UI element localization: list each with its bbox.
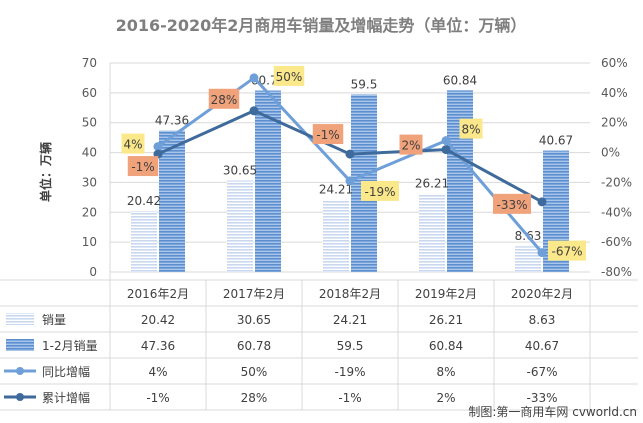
bar-sales [419,193,445,272]
marker-yoy [345,176,355,186]
line-yoy-label-box [121,133,145,154]
legend-key-sales [6,313,34,325]
line-cumulative-growth-label: -1% [131,160,154,174]
bar-cumulative-sales-label: 60.84 [443,73,477,87]
table-cell: -19% [334,365,365,379]
legend-key-cumulative-growth-marker [16,393,24,401]
bar-cumulative-sales-label: 40.67 [539,134,573,148]
bar-cumulative-sales-label: 47.36 [155,114,189,128]
y2-tick-label: 20% [601,116,628,130]
legend-key-cumulative-sales [6,339,34,351]
line-cumulative-growth-label: 2% [401,139,420,153]
line-yoy-label: -19% [364,185,395,199]
table-cell: 28% [241,391,268,405]
line-yoy-label-box [361,180,399,201]
x-tick-label: 2019年2月 [415,287,477,301]
table-cell: -1% [146,391,169,405]
line-cumulative-growth-label: -1% [316,128,339,142]
bar-cumulative-sales [159,130,185,272]
table-cell: 60.84 [429,339,463,353]
line-yoy-label: 8% [461,123,480,137]
y-tick-label: 20 [82,205,97,219]
y-tick-label: 40 [82,146,97,160]
line-yoy-label: 4% [123,138,142,152]
table-cell: 4% [148,365,167,379]
table-cell: 26.21 [429,313,463,327]
legend-name: 销量 [42,313,66,327]
y-tick-label: 30 [82,175,97,189]
bar-cumulative-sales [447,90,473,272]
bar-sales [515,246,541,272]
line-cumulative-growth-label-box [493,193,531,214]
bar-sales-label: 24.21 [319,183,353,197]
line-yoy-label: 50% [276,70,303,84]
line-cumulative-growth-label-box [127,156,159,177]
chart-title: 2016-2020年2月商用车销量及增幅走势（单位：万辆） [116,16,527,35]
y-tick-label: 50 [82,116,97,130]
bar-sales-label: 30.65 [223,163,257,177]
line-cumulative-growth-label: -33% [496,198,527,212]
y-tick-label: 70 [82,56,97,70]
y2-tick-label: -80% [601,265,632,279]
y-tick-label: 60 [82,86,97,100]
marker-yoy [153,142,163,152]
line-yoy-label-box [273,65,305,86]
line-cumulative-growth-label-box [208,88,240,109]
marker-yoy [249,73,259,83]
y-tick-label: 10 [82,235,97,249]
bar-sales [131,211,157,272]
table-cell: -33% [526,391,557,405]
y2-tick-label: -60% [601,235,632,249]
line-yoy-label: -67% [551,245,582,259]
marker-cumulative-growth [345,149,355,159]
y-tick-label: 0 [89,265,97,279]
bar-sales [227,180,253,272]
y2-tick-label: 60% [601,56,628,70]
table-cell: 20.42 [141,313,175,327]
marker-cumulative-growth [537,197,547,207]
table-cell: 47.36 [141,339,175,353]
bar-sales-label: 20.42 [127,194,161,208]
y2-tick-label: -20% [601,175,632,189]
legend-name: 1-2月销量 [42,339,98,353]
marker-cumulative-growth [441,145,451,155]
x-tick-label: 2018年2月 [319,287,381,301]
bar-sales-label: 26.21 [415,177,449,191]
marker-yoy [441,136,451,146]
y2-tick-label: -40% [601,205,632,219]
y-axis-label: 单位：万辆 [38,142,53,202]
table-cell: 60.78 [237,339,271,353]
table-cell: -1% [338,391,361,405]
legend-key-yoy-marker [16,367,24,375]
table-cell: 2% [436,391,455,405]
source-note: 制图:第一商用车网 cvworld.cn [468,404,637,419]
line-cumulative-growth-label-box [312,124,344,145]
y2-tick-label: 40% [601,86,628,100]
marker-yoy [537,248,547,258]
legend-name: 同比增幅 [42,364,90,379]
bar-sales [323,199,349,272]
table-cell: -67% [526,365,557,379]
x-tick-label: 2016年2月 [127,287,189,301]
marker-cumulative-growth [249,106,259,116]
x-tick-label: 2017年2月 [223,287,285,301]
table-cell: 50% [241,365,268,379]
x-tick-label: 2020年2月 [511,287,573,301]
table-cell: 40.67 [525,339,559,353]
table-cell: 59.5 [337,339,364,353]
line-cumulative-growth-label: 28% [211,93,238,107]
table-cell: 8% [436,365,455,379]
bar-cumulative-sales-label: 59.5 [351,77,378,91]
line-cumulative-growth-label-box [399,134,423,155]
table-cell: 30.65 [237,313,271,327]
y2-tick-label: 0% [601,146,620,160]
line-yoy-label-box [548,240,586,261]
table-cell: 8.63 [529,313,556,327]
line-yoy-label-box [459,118,483,139]
table-cell: 24.21 [333,313,367,327]
legend-name: 累计增幅 [42,390,90,405]
